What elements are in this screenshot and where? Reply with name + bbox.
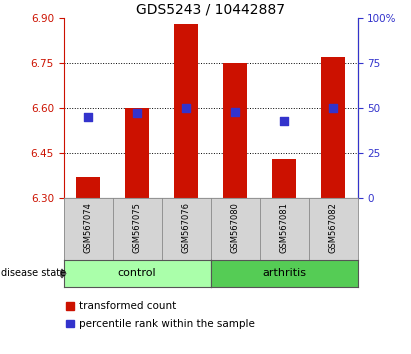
Bar	[174, 24, 199, 198]
Bar	[125, 108, 150, 198]
Point	[85, 114, 92, 120]
Text: GSM567080: GSM567080	[231, 202, 240, 253]
Text: GSM567075: GSM567075	[133, 202, 142, 253]
Text: GSM567074: GSM567074	[84, 202, 93, 253]
Bar	[223, 63, 247, 198]
Text: transformed count: transformed count	[79, 301, 176, 311]
Title: GDS5243 / 10442887: GDS5243 / 10442887	[136, 2, 285, 17]
Point	[330, 105, 336, 111]
Point	[281, 118, 287, 124]
Text: GSM567081: GSM567081	[279, 202, 289, 253]
Point	[183, 105, 189, 111]
Bar	[321, 57, 345, 198]
Point	[232, 109, 238, 114]
Bar	[272, 159, 296, 198]
Text: GSM567082: GSM567082	[328, 202, 337, 253]
Text: GSM567076: GSM567076	[182, 202, 191, 253]
Text: percentile rank within the sample: percentile rank within the sample	[79, 319, 255, 329]
Bar	[76, 177, 100, 198]
Point	[134, 110, 141, 116]
Text: disease state: disease state	[1, 268, 66, 279]
Text: control: control	[118, 268, 157, 279]
Text: arthritis: arthritis	[262, 268, 306, 279]
